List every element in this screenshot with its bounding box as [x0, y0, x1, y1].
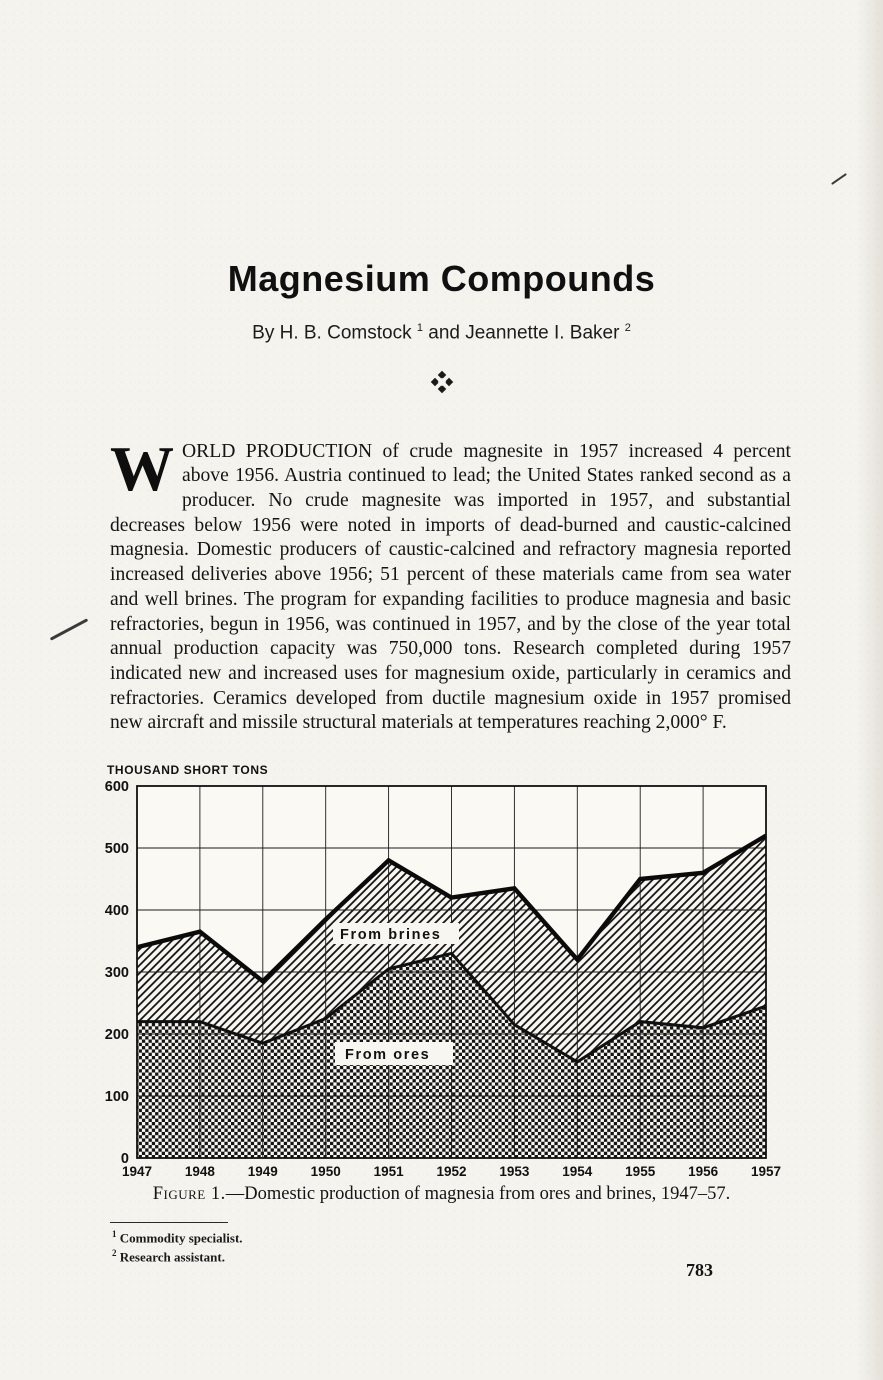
scan-mark [831, 173, 847, 185]
ores-label-box [335, 1042, 453, 1065]
figure-label: Figure 1. [152, 1184, 226, 1204]
figure-1-area-chart: From brines From ores 0 100 200 300 400 500 600 1… [105, 779, 781, 1179]
x-tick-label: 1957 [751, 1164, 781, 1179]
lead-paragraph: W ORLD PRODUCTION of crude magnesite in 1… [110, 432, 791, 736]
x-tick-label: 1947 [122, 1164, 152, 1179]
y-tick-label: 600 [105, 779, 129, 795]
page-title: Magnesium Compounds [227, 258, 656, 299]
byline-text: and Jeannette I. Baker [422, 322, 625, 344]
footnote-rule [110, 1222, 228, 1223]
y-tick-label: 100 [105, 1089, 129, 1105]
x-tick-label: 1956 [688, 1164, 719, 1179]
y-tick-label: 200 [105, 1027, 129, 1043]
line-total [136, 833, 768, 985]
figure-caption: Figure 1.—Domestic production of magnesi… [60, 1184, 823, 1205]
x-tick-label: 1950 [311, 1164, 341, 1179]
footnote-text: Commodity specialist. [116, 1230, 243, 1246]
series-label-from-ores: From ores [345, 1047, 430, 1063]
chart-axis-unit-label: THOUSAND SHORT TONS [107, 763, 269, 777]
y-tick-label: 300 [105, 965, 129, 981]
x-tick-label: 1955 [625, 1164, 656, 1179]
x-tick-label: 1954 [562, 1164, 593, 1179]
line-from-ores [137, 951, 767, 1064]
footnote-number: 1 [112, 1229, 117, 1239]
series-label-from-brines: From brines [340, 927, 441, 943]
section-ornament [0, 370, 883, 394]
footnote: 1 Commodity specialist. [112, 1227, 512, 1246]
plot-border [136, 785, 767, 1159]
footnotes: 1 Commodity specialist. 2 Research assis… [112, 1227, 512, 1265]
footnote: 2 Research assistant. [112, 1246, 512, 1265]
byline: By H. B. Comstock 1 and Jeannette I. Bak… [0, 322, 883, 344]
fleuron-icon [430, 370, 453, 394]
x-tick-label: 1953 [499, 1164, 530, 1179]
paragraph-text: ORLD PRODUCTION of crude magnesite in 19… [110, 440, 791, 734]
x-tick-label: 1952 [436, 1164, 466, 1179]
footnote-number: 2 [112, 1247, 117, 1258]
scan-mark [49, 618, 89, 641]
byline-superscript: 2 [624, 322, 631, 334]
page-number: 783 [686, 1260, 713, 1280]
byline-superscript: 1 [416, 322, 423, 334]
figure-caption-text: —Domestic production of magnesia from or… [225, 1184, 731, 1204]
footnote-text: Research assistant. [116, 1249, 225, 1265]
brines-label-box [333, 923, 459, 944]
drop-cap: W [110, 432, 174, 504]
x-tick-label: 1949 [248, 1164, 278, 1179]
x-tick-label: 1951 [374, 1164, 405, 1179]
y-tick-label: 500 [105, 841, 129, 857]
y-tick-label: 0 [121, 1151, 129, 1167]
x-tick-label: 1948 [185, 1164, 216, 1179]
byline-text: By H. B. Comstock [252, 322, 417, 344]
y-tick-label: 400 [105, 903, 129, 919]
